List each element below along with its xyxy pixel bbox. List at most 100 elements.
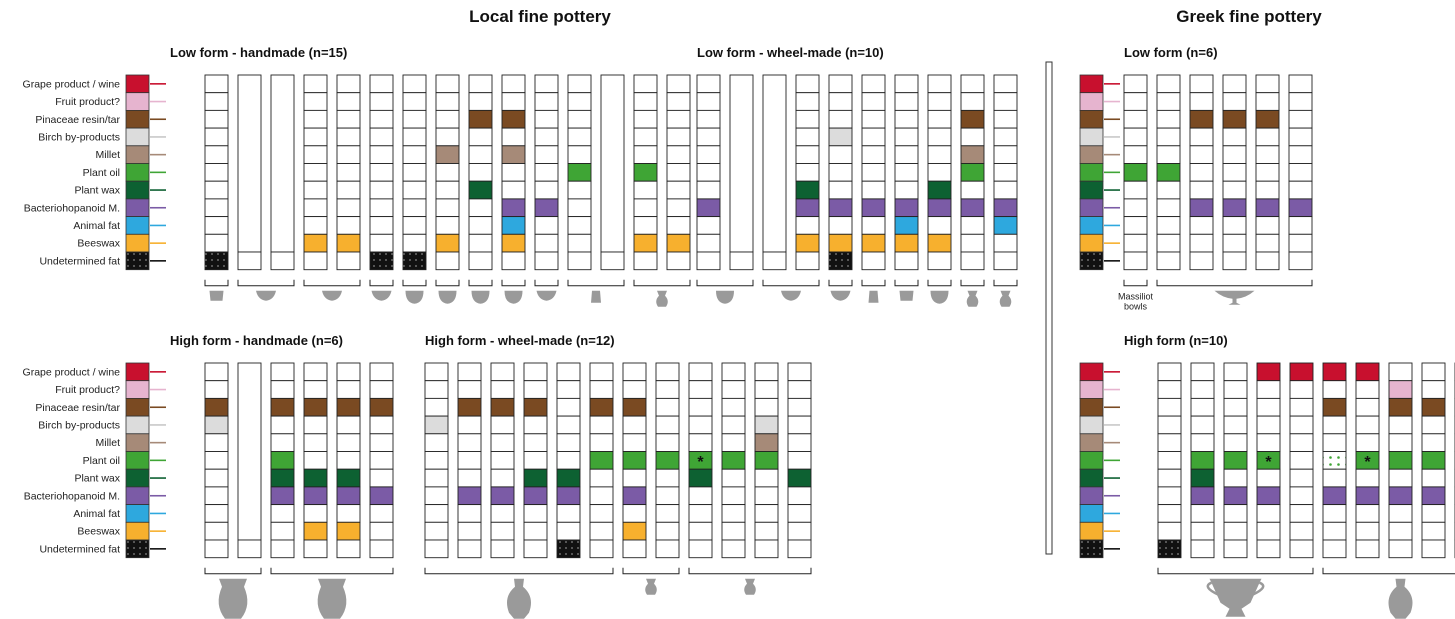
sample-cell [468, 216, 493, 235]
sample-cell [424, 362, 449, 382]
sample-cell [204, 198, 229, 218]
group-bracket [633, 279, 691, 287]
sample-cell [787, 397, 812, 417]
sample-cell [303, 504, 328, 523]
sample-cell [237, 74, 262, 253]
legend-label: Millet [95, 437, 120, 449]
sample-cell [204, 451, 229, 470]
sample-cell [1222, 163, 1247, 182]
sample-cell [894, 198, 919, 218]
sample-cell [666, 163, 691, 182]
sample-cell [795, 74, 820, 94]
sample-cell [556, 539, 581, 559]
legend-swatch [1079, 468, 1104, 488]
sample-cell [534, 145, 559, 164]
sample-cell [567, 163, 592, 182]
sample-cell [270, 451, 295, 470]
vessel-profile-icon [999, 290, 1012, 307]
sample-cell [1355, 397, 1380, 417]
sample-cell [633, 127, 658, 147]
legend-swatch [125, 180, 150, 200]
vessel-profile-icon [716, 290, 734, 304]
sample-cell [457, 380, 482, 399]
vessel-profile-icon [830, 290, 851, 301]
group-bracket [762, 279, 820, 287]
sample-cell [1322, 486, 1347, 506]
legend-swatch [125, 145, 150, 164]
sample-cell [204, 92, 229, 111]
asterisk-mark: * [1364, 454, 1371, 471]
sample-cell [567, 92, 592, 111]
sample-cell [204, 539, 229, 559]
sample-cell [1256, 397, 1281, 417]
sample-cell [696, 92, 721, 111]
legend-label: Undetermined fat [39, 255, 120, 267]
local-pottery-heading: Local fine pottery [469, 7, 611, 26]
sample-cell [336, 504, 361, 523]
sample-cell [424, 415, 449, 435]
section-divider [1045, 61, 1053, 555]
sample-cell [1421, 397, 1446, 417]
sample-cell [336, 127, 361, 147]
panel-title: Low form (n=6) [1124, 45, 1218, 60]
sample-cell [556, 433, 581, 452]
sample-cell [468, 92, 493, 111]
sample-cell [1322, 521, 1347, 541]
sample-cell [1223, 468, 1248, 488]
group-bracket [1322, 567, 1455, 575]
legend-swatch [125, 74, 150, 94]
sample-cell [729, 251, 754, 271]
sample-cell [490, 451, 515, 470]
group-bracket [204, 567, 262, 575]
sample-cell [1388, 397, 1413, 417]
sample-cell [303, 145, 328, 164]
sample-cell [457, 468, 482, 488]
sample-cell [696, 233, 721, 253]
sample-cell [336, 92, 361, 111]
sample-cell [666, 251, 691, 271]
sample-cell [567, 127, 592, 147]
sample-cell [402, 74, 427, 94]
legend-swatch [1079, 251, 1104, 271]
sample-cell [1388, 468, 1413, 488]
sample-cell [468, 163, 493, 182]
sample-cell [754, 433, 779, 452]
panel-title: High form (n=10) [1124, 333, 1228, 348]
sample-cell [861, 74, 886, 94]
sample-cell [369, 127, 394, 147]
legend-swatch [125, 539, 150, 559]
sample-cell [828, 180, 853, 200]
sample-cell [721, 539, 746, 559]
vessel-profile-icon [1214, 290, 1255, 305]
sample-cell [369, 180, 394, 200]
legend-swatch [1079, 74, 1104, 94]
sample-cell [1123, 163, 1148, 182]
sample-cell [861, 180, 886, 200]
sample-cell [424, 468, 449, 488]
sample-cell [435, 251, 460, 271]
sample-cell [655, 539, 680, 559]
sample-cell [622, 380, 647, 399]
sample-cell [523, 486, 548, 506]
sample-cell [960, 198, 985, 218]
sample-cell [1288, 74, 1313, 94]
legend-label: Undetermined fat [39, 543, 120, 555]
sample-cell [589, 433, 614, 452]
legend-label: Plant wax [74, 185, 120, 197]
legend-swatch [1079, 127, 1104, 147]
legend-label: Plant wax [74, 473, 120, 485]
sample-cell [1288, 216, 1313, 235]
sample-cell [1322, 504, 1347, 523]
legend-label: Plant oil [83, 167, 120, 179]
group-note: Massiliot [1118, 292, 1154, 302]
group-bracket [1157, 567, 1314, 575]
vessel-profile-icon [591, 290, 601, 303]
sample-cell [424, 380, 449, 399]
sample-cell [894, 216, 919, 235]
sample-cell [1157, 380, 1182, 399]
sample-cell [1222, 216, 1247, 235]
sample-cell [204, 433, 229, 452]
sample-cell [369, 521, 394, 541]
sample-cell [960, 145, 985, 164]
sample-cell [1190, 468, 1215, 488]
